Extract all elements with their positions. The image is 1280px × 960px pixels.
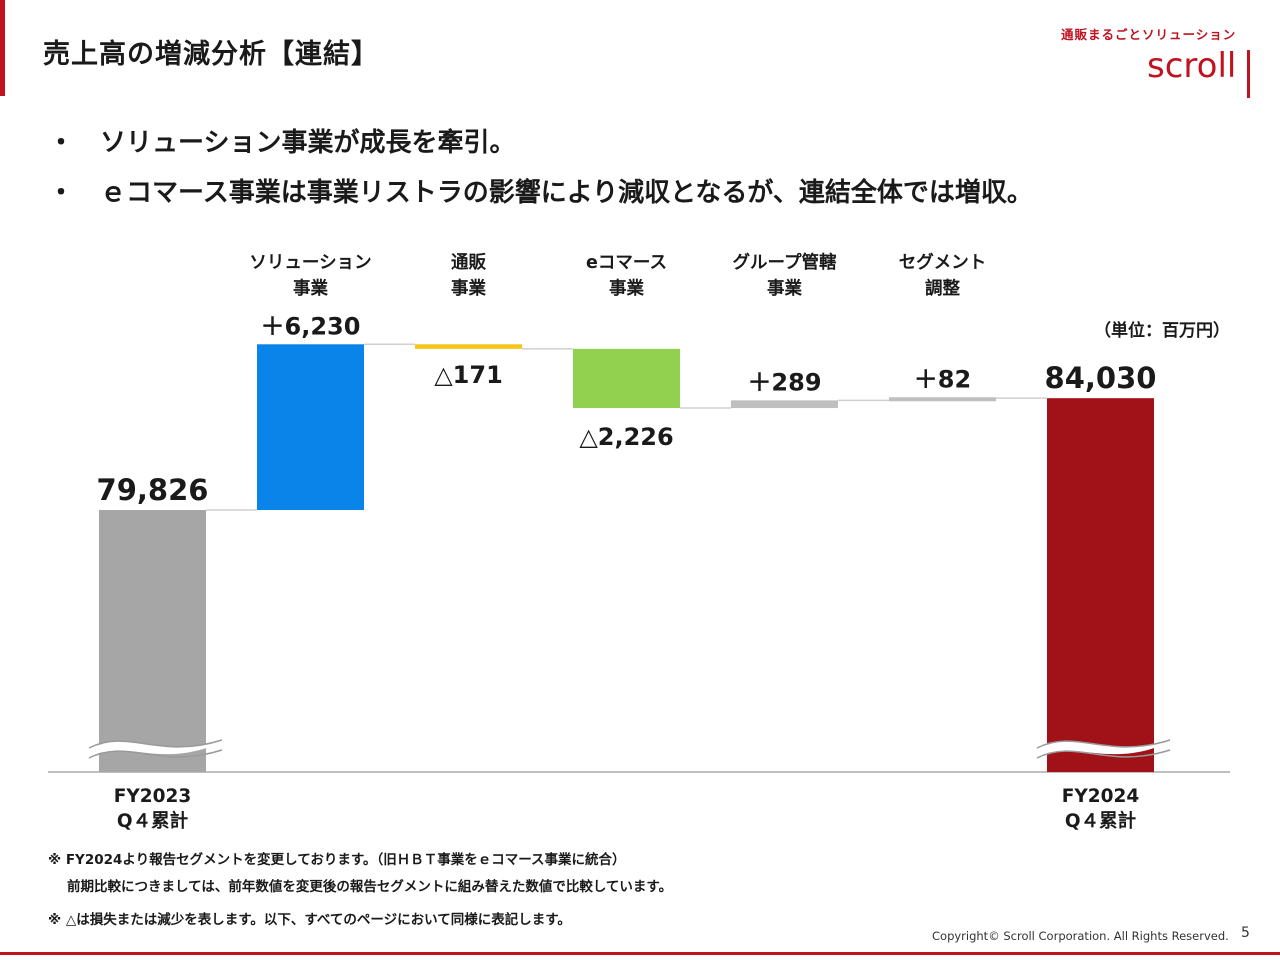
bullet-text: ソリューション事業が成長を牽引。 — [100, 128, 516, 158]
start-total-bar — [99, 510, 206, 772]
logo-mark: scroll — [1147, 46, 1250, 98]
page-title: 売上高の増減分析【連結】 — [43, 39, 379, 70]
axis-break-mark — [1036, 739, 1171, 749]
end-total-bar — [1047, 398, 1154, 772]
category-label: 事業 — [767, 278, 802, 299]
data-label: ＋82 — [914, 365, 971, 393]
waterfall-bar — [889, 397, 996, 402]
category-label: Q４累計 — [117, 810, 189, 832]
waterfall-bar — [731, 400, 838, 409]
footnotes: ※ FY2024より報告セグメントを変更しております。（旧ＨＢＴ事業をｅコマース… — [48, 848, 672, 935]
axis-break-gap — [1037, 740, 1170, 758]
unit-label: （単位：百万円） — [1094, 320, 1230, 341]
bullet-text: ｅコマース事業は事業リストラの影響により減収となるが、連結全体では増収。 — [100, 178, 1033, 208]
data-label: 79,826 — [97, 473, 209, 507]
logo-tagline: 通販まるごとソリューション — [1061, 27, 1237, 42]
category-label: FY2023 — [114, 786, 192, 807]
axis-break-mark — [1036, 749, 1171, 759]
page-number: 5 — [1241, 925, 1250, 941]
category-label: 調整 — [925, 278, 960, 299]
footnote-1: ※ FY2024より報告セグメントを変更しております。（旧ＨＢＴ事業をｅコマース… — [48, 852, 626, 868]
axis-break-mark — [88, 749, 223, 759]
category-label: 事業 — [293, 278, 328, 299]
category-label: eコマース — [586, 253, 667, 273]
copyright-text: Copyright© Scroll Corporation. All Right… — [932, 929, 1229, 943]
footnote-1-continued: 前期比較につきましては、前年数値を変更後の報告セグメントに組み替えた数値で比較し… — [67, 879, 673, 895]
waterfall-bar — [573, 348, 680, 409]
data-label: ＋289 — [747, 368, 821, 396]
bullet-marker: ・ — [48, 128, 75, 158]
category-label: FY2024 — [1062, 786, 1140, 807]
axis-break-gap — [89, 740, 222, 758]
data-label: △2,226 — [579, 423, 673, 451]
category-label: 通販 — [451, 252, 486, 273]
left-accent-bar — [0, 0, 5, 96]
logo-wordmark: scroll — [1147, 46, 1236, 86]
footnote-2: ※ △は損失または減少を表します。以下、すべてのページにおいて同様に表記します。 — [48, 912, 571, 928]
axis-break-mark — [88, 739, 223, 749]
category-label: 事業 — [451, 278, 486, 299]
category-label: ソリューション — [249, 253, 371, 273]
category-label: グループ管轄 — [733, 252, 837, 273]
bullet-marker: ・ — [48, 178, 75, 208]
data-label: 84,030 — [1045, 361, 1157, 395]
category-label: セグメント — [899, 252, 987, 273]
bottom-accent-line — [0, 952, 1280, 955]
category-label: Q４累計 — [1065, 810, 1137, 832]
category-label: 事業 — [609, 278, 644, 299]
waterfall-bar — [415, 344, 522, 349]
data-label: ＋6,230 — [261, 312, 361, 340]
company-logo: scroll 通販まるごとソリューション — [1055, 20, 1255, 100]
logo-bar — [1247, 50, 1250, 98]
waterfall-bar — [257, 344, 364, 510]
data-label: △171 — [434, 361, 503, 389]
